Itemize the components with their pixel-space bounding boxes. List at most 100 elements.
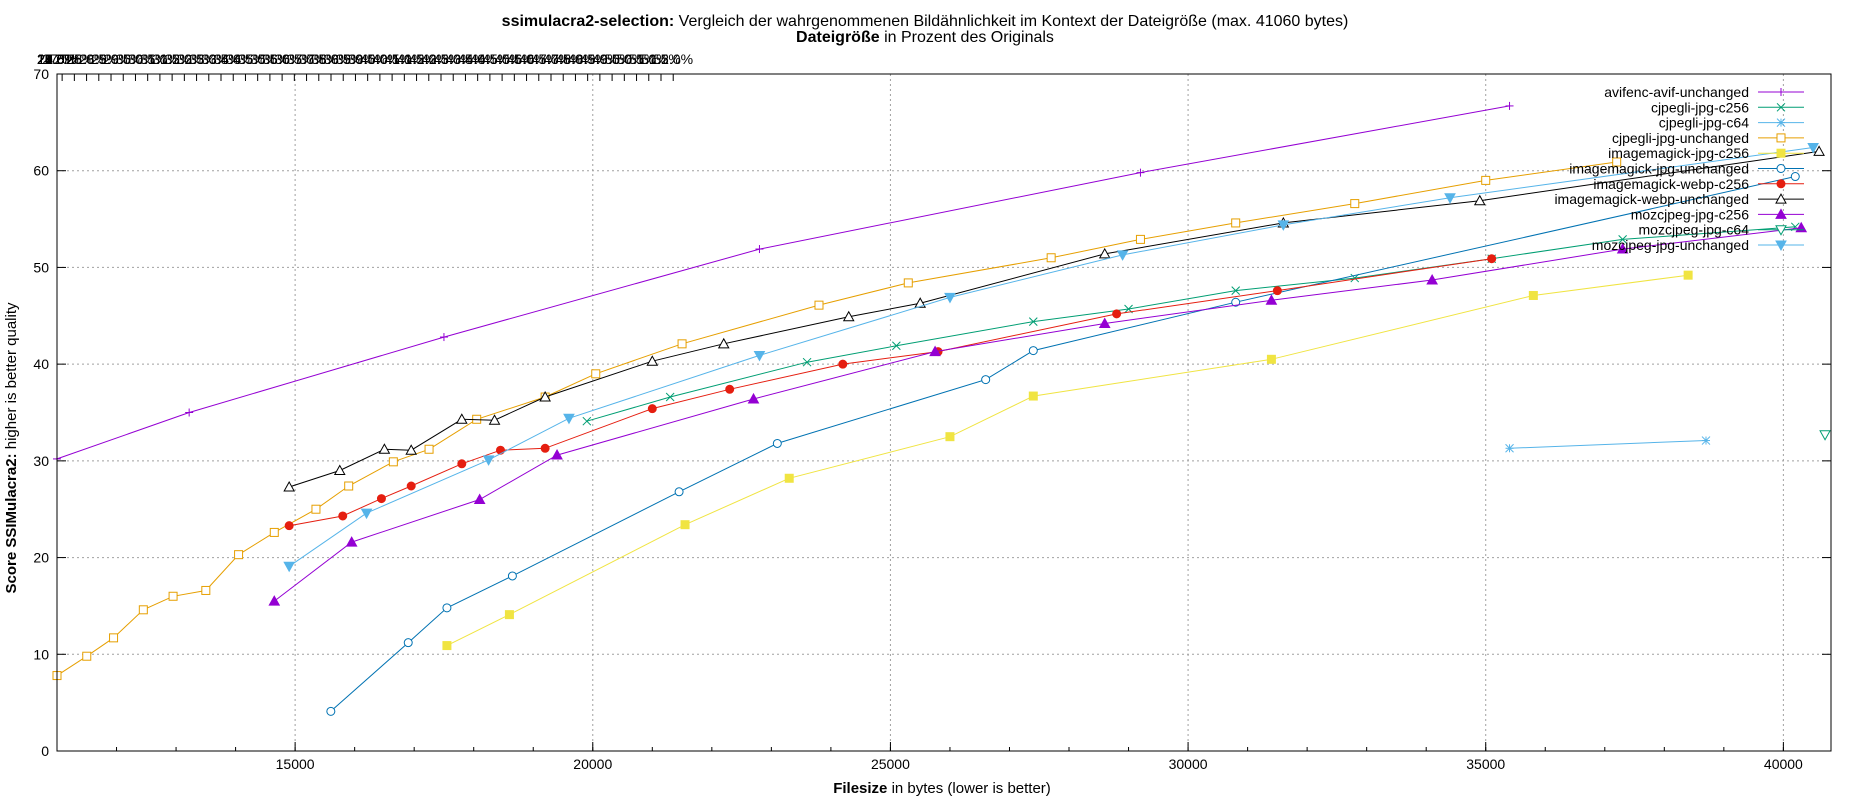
data-point [945,432,955,442]
top-tick-label: 51.0% [629,51,669,67]
data-point [504,610,514,620]
data-point [268,595,281,606]
top-tick-label: 41.0% [384,51,424,67]
series-line [273,227,1802,602]
top-tick-label: 31.0% [140,51,180,67]
data-point [455,413,468,424]
data-point [482,455,495,466]
y-axis-label: Score SSIMulacra2: higher is better qual… [3,302,20,593]
data-point [582,416,592,426]
top-tick-label: 29.5% [103,51,143,67]
data-point [1116,250,1129,261]
data-point [1473,194,1486,206]
plot-frame [56,73,1832,752]
y-tick-label: 10 [33,646,49,662]
top-tick-label: 15.5% [37,51,77,67]
data-point [1028,391,1038,401]
data-point [747,392,760,404]
data-point [488,414,501,425]
top-tick-label: 25.5% [37,51,77,67]
y-tick-label: 60 [33,163,49,179]
top-tick-label: 22.0% [37,51,77,67]
data-point [439,333,448,342]
series-cjpegli-jpg-c256 [582,222,1800,426]
top-tick-label: 42.5% [421,51,461,67]
legend-label: cjpegli-jpg-c256 [1651,99,1749,115]
legend-label: imagemagick-webp-c256 [1593,176,1749,192]
top-tick-label: 42.0% [409,51,449,67]
data-point [1505,101,1514,110]
data-point [1266,354,1276,364]
data-point [1487,254,1497,264]
data-point [138,605,148,615]
top-tick-label: 41.5% [397,51,437,67]
top-tick-label: 19.5% [37,51,77,67]
top-tick-label: 18.5% [37,51,77,67]
top-tick-label: 44.5% [470,51,510,67]
legend-item: mozcjpeg-jpg-unchanged [1592,237,1804,253]
top-tick-label: 50.5% [617,51,657,67]
y-tick-label: 20 [33,550,49,566]
series-line [56,105,1510,460]
top-tick-label: 34.5% [226,51,266,67]
data-point [1046,253,1056,263]
legend-marker [1775,225,1787,236]
data-point [1265,294,1278,305]
data-point [473,493,486,505]
top-tick-label: 38.0% [311,51,351,67]
top-tick-label: 35.0% [238,51,278,67]
top-tick-label: 40.5% [372,51,412,67]
legend-marker [1776,133,1786,143]
legend-marker [1776,179,1786,189]
data-point [442,603,452,613]
legend-marker [1777,88,1785,96]
top-tick-label: 40.0% [360,51,400,67]
top-axis-label: Dateigröße in Prozent des Originals [796,29,1054,46]
data-point [345,536,358,547]
top-tick-label: 14.5% [37,51,77,67]
top-tick-label: 33.5% [201,51,241,67]
x-tick-label: 30000 [1169,756,1208,772]
top-tick-label: 50.0% [604,51,644,67]
top-tick-label: 45.0% [482,51,522,67]
legend-marker [1776,118,1786,127]
data-point [1481,175,1491,185]
data-point [403,638,413,648]
top-tick-label: 35.5% [250,51,290,67]
data-point [496,445,505,455]
data-point [838,359,848,369]
top-tick-label: 39.0% [336,51,376,67]
legend-item: imagemagick-webp-unchanged [1554,191,1804,207]
top-tick-label: 30.0% [116,51,156,67]
legend-label: imagemagick-jpg-c256 [1608,145,1749,161]
y-tick-label: 30 [33,453,49,469]
data-point [755,245,764,254]
data-point [344,481,354,491]
data-point [1112,309,1122,319]
top-tick-label: 46.5% [519,51,559,67]
legend-item: imagemagick-jpg-c256 [1608,145,1804,161]
data-point [283,561,296,573]
data-point [168,591,178,601]
legend-item: mozcjpeg-jpg-c64 [1639,222,1804,238]
top-tick-label: 43.5% [446,51,486,67]
data-point [677,339,687,349]
top-tick-label: 23.0% [37,51,77,67]
top-tick-label: 16.0% [37,51,77,67]
data-point [1505,443,1514,453]
top-tick-label: 28.0% [67,51,107,67]
top-tick-label: 49.0% [580,51,620,67]
legend-label: mozcjpeg-jpg-c256 [1631,206,1749,222]
top-tick-label: 28.5% [79,51,119,67]
chart-title: ssimulacra2-selection: Vergleich der wah… [502,13,1349,30]
data-point [1231,297,1241,307]
data-point [1790,172,1800,182]
data-point [772,438,782,448]
top-tick-label: 45.5% [494,51,534,67]
top-tick-label: 39.5% [348,51,388,67]
x-tick-label: 15000 [276,756,315,772]
series-cjpegli-jpg-unchanged [52,157,1622,681]
data-point [753,350,766,362]
legend-item: cjpegli-jpg-c256 [1651,99,1804,115]
data-point [647,404,657,414]
